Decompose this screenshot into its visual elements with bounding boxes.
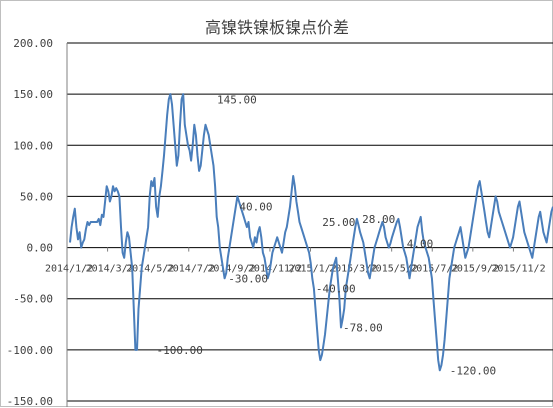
- x-tick-label: 2015/9/2: [451, 264, 499, 275]
- x-tick-label: 2015/1/2: [289, 264, 337, 275]
- series-line: [69, 93, 553, 372]
- data-label: 4.00: [407, 237, 434, 250]
- data-label: 145.00: [217, 93, 257, 106]
- x-tick-label: 2015/3/2: [329, 264, 377, 275]
- x-tick-label: 2014/5/2: [126, 264, 174, 275]
- y-tick-label: -100.00: [7, 344, 53, 357]
- x-tick-label: 2014/1/2: [45, 264, 93, 275]
- data-label: -40.00: [316, 282, 356, 295]
- x-tick-label: 2015/7/2: [410, 264, 458, 275]
- data-label: -120.00: [450, 364, 496, 377]
- y-tick-label: 50.00: [20, 190, 53, 203]
- data-label: -100.00: [156, 344, 202, 357]
- x-tick-label: 2014/3/2: [86, 264, 134, 275]
- y-tick-label: 100.00: [13, 139, 53, 152]
- y-tick-label: -50.00: [13, 293, 53, 306]
- x-tick-label: 2015/11/2: [491, 264, 545, 275]
- data-label: -78.00: [343, 321, 383, 334]
- x-tick-label: 2014/9/2: [207, 264, 255, 275]
- data-label: 28.00: [362, 213, 395, 226]
- data-label: 25.00: [322, 216, 355, 229]
- data-label: -30.00: [228, 272, 268, 285]
- y-tick-label: 200.00: [13, 37, 53, 50]
- x-tick-label: 2014/11/2: [248, 264, 302, 275]
- chart-title: 高镍铁镍板镍点价差: [205, 18, 349, 37]
- data-label: 40.00: [239, 201, 272, 214]
- y-tick-label: 150.00: [13, 88, 53, 101]
- y-tick-label: 0.00: [27, 242, 54, 255]
- y-tick-label: -150.00: [7, 395, 53, 408]
- x-tick-label: 2015/5/2: [370, 264, 418, 275]
- x-tick-label: 2014/7/2: [167, 264, 215, 275]
